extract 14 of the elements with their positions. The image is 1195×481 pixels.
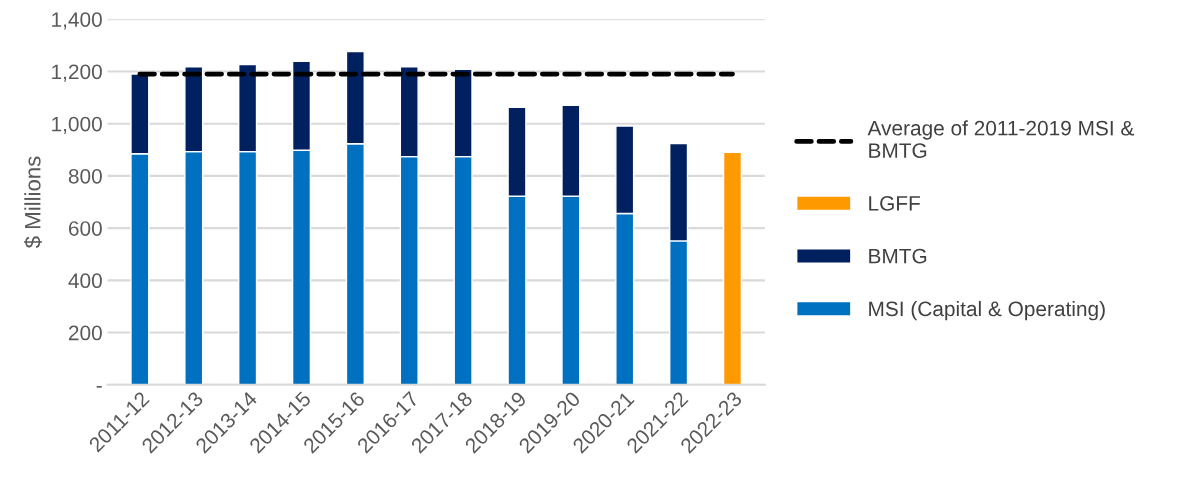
y-tick-label: 1,200 — [52, 64, 102, 82]
y-tick-label: 800 — [68, 168, 102, 184]
y-tick-label: 600 — [68, 221, 102, 236]
legend-label: MSI (Capital & Operating) — [869, 300, 1105, 321]
y-tick-label: 200 — [68, 325, 102, 341]
legend-label: BMTG — [869, 248, 927, 264]
y-tick-label: - — [96, 386, 102, 388]
y-tick-label: 1,400 — [52, 12, 102, 30]
y-axis-title: $ Millions — [23, 156, 42, 249]
legend-label: Average of 2011-2019 MSI & BMTG — [867, 120, 1134, 158]
y-tick-label: 400 — [68, 273, 102, 289]
bar — [722, 151, 743, 385]
legend-label: LGFF — [869, 195, 920, 211]
y-tick-label: 1,000 — [52, 116, 102, 134]
